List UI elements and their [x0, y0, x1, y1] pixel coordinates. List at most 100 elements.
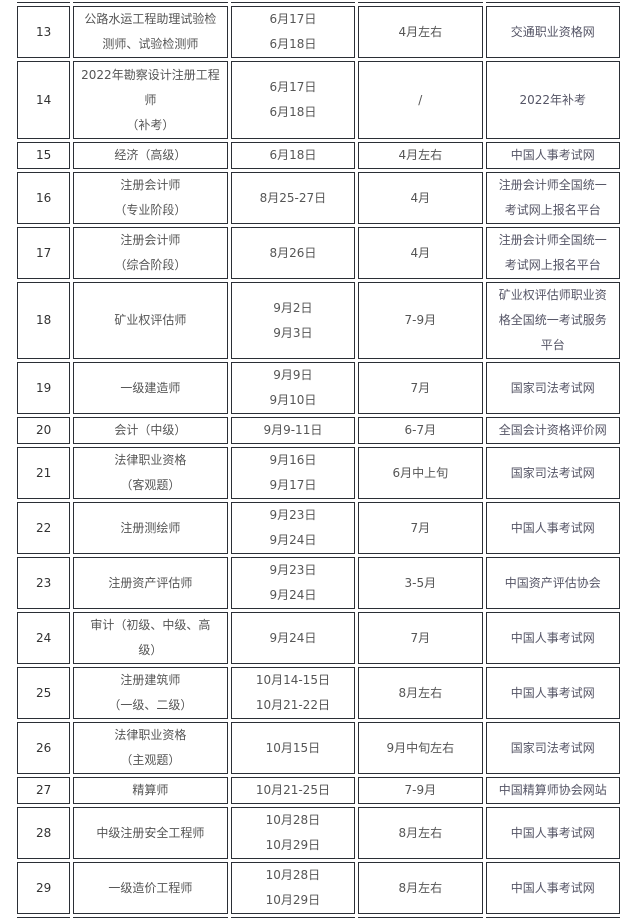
exam-name-line: 级）: [138, 643, 163, 657]
exam-date-cell: 10月21-25日: [230, 777, 356, 804]
signup-website-cell: 中国人事考试网: [485, 807, 620, 859]
signup-website-cell: 全国会计资格评价网: [485, 417, 620, 444]
exam-date-line: 10月21-22日: [255, 698, 330, 712]
exam-date-line: 10月28日: [265, 868, 321, 882]
exam-date-line: 9月10日: [269, 393, 317, 407]
exam-name-line: （综合阶段）: [114, 258, 187, 272]
exam-date-line: 9月23日: [269, 508, 317, 522]
exam-date-cell: 9月24日: [230, 612, 356, 664]
signup-time-cell: /: [358, 61, 483, 139]
table-row: 24 审计（初级、中级、高 级） 9月24日 7月 中国人事考试网: [17, 612, 620, 664]
exam-name-line: 一级建造师: [120, 380, 181, 395]
exam-name-cell: 法律职业资格 （主观题）: [73, 722, 228, 774]
exam-date-cell: 10月15日: [230, 722, 356, 774]
signup-time-cell: 4月: [358, 227, 483, 279]
exam-name-line: （主观题）: [120, 753, 181, 767]
table-row: 16 注册会计师 （专业阶段） 8月25-27日 4月 注册会计师全国统一 考试网上报名平台: [17, 172, 620, 224]
exam-number-cell: 16: [17, 172, 71, 224]
exam-number-cell: 19: [17, 362, 71, 414]
exam-date-cell: 8月26日: [230, 227, 356, 279]
table-row: 19 一级建造师 9月9日 9月10日 7月 国家司法考试网: [17, 362, 620, 414]
exam-date-line: 9月9-11日: [263, 423, 323, 437]
table-row: 26 法律职业资格 （主观题） 10月15日 9月中旬左右 国家司法考试网: [17, 722, 620, 774]
signup-website-cell: 国家司法考试网: [485, 447, 620, 499]
exam-name-cell: 2022年勘察设计注册工程师 （补考）: [73, 61, 228, 139]
exam-date-line: 9月9日: [273, 368, 313, 382]
exam-number-cell: 26: [17, 722, 71, 774]
signup-website-cell: 中国人事考试网: [485, 667, 620, 719]
signup-website-line: 交通职业资格网: [510, 24, 595, 39]
exam-date-line: 6月18日: [269, 37, 317, 51]
signup-time-line: 4月: [410, 190, 431, 205]
signup-website-cell: 中国人事考试网: [485, 612, 620, 664]
exam-name-line: 法律职业资格: [114, 728, 187, 742]
table-row: 22 注册测绘师 9月23日 9月24日 7月 中国人事考试网: [17, 502, 620, 554]
signup-time-cell: 8月左右: [358, 667, 483, 719]
exam-number-cell: 17: [17, 227, 71, 279]
exam-name-line: 注册建筑师: [120, 673, 181, 687]
signup-website-line: 中国人事考试网: [510, 685, 595, 700]
signup-time-line: 4月: [410, 245, 431, 260]
signup-time-line: 9月中旬左右: [386, 740, 455, 755]
exam-name-cell: 审计（初级、中级、高 级）: [73, 612, 228, 664]
exam-name-line: 师: [144, 92, 157, 107]
exam-schedule-table: 13 公路水运工程助理试验检 测师、试验检测师 6月17日 6月18日 4月左右 交通职业资…: [14, 0, 623, 921]
signup-time-cell: 4月左右: [358, 6, 483, 58]
exam-name-line: （客观题）: [120, 478, 181, 492]
signup-website-line: 中国人事考试网: [510, 630, 595, 645]
signup-website-line: 国家司法考试网: [510, 740, 595, 755]
signup-website-cell: 注册会计师全国统一 考试网上报名平台: [485, 227, 620, 279]
signup-website-line: 矿业权评估师职业资: [498, 288, 607, 302]
signup-website-line: 中国资产评估协会: [504, 575, 601, 590]
signup-time-line: 4月左右: [398, 24, 443, 39]
exam-name-line: 注册资产评估师: [108, 575, 193, 590]
signup-website-cell: 国家司法考试网: [485, 722, 620, 774]
exam-date-line: 9月23日: [269, 563, 317, 577]
exam-name-line: 公路水运工程助理试验检: [84, 12, 217, 26]
signup-time-cell: 7-9月: [358, 777, 483, 804]
signup-time-cell: 7月: [358, 502, 483, 554]
exam-date-line: 6月17日: [269, 12, 317, 26]
exam-number-cell: 29: [17, 862, 71, 914]
signup-time-cell: 3-5月: [358, 557, 483, 609]
signup-time-cell: 9月中旬左右: [358, 722, 483, 774]
exam-date-line: 10月29日: [265, 838, 321, 852]
signup-website-line: 注册会计师全国统一: [498, 178, 607, 192]
signup-website-line: 全国会计资格评价网: [498, 423, 607, 437]
exam-name-line: （一级、二级）: [108, 698, 193, 712]
table-body: 13 公路水运工程助理试验检 测师、试验检测师 6月17日 6月18日 4月左右 交通职业资…: [17, 2, 620, 918]
exam-name-cell: 经济（高级）: [73, 142, 228, 169]
signup-time-line: 7月: [410, 380, 431, 395]
signup-time-cell: 8月左右: [358, 807, 483, 859]
exam-number-cell: 27: [17, 777, 71, 804]
exam-name-line: 注册会计师: [120, 233, 181, 247]
exam-name-line: 会计（中级）: [114, 423, 187, 437]
table-row: 18 矿业权评估师 9月2日 9月3日 7-9月 矿业权评估师职业资 格全国统一考试服务 平台: [17, 282, 620, 359]
table-row: 15 经济（高级） 6月18日 4月左右 中国人事考试网: [17, 142, 620, 169]
exam-name-line: 精算师: [132, 783, 169, 797]
table-row: 20 会计（中级） 9月9-11日 6-7月 全国会计资格评价网: [17, 417, 620, 444]
exam-date-cell: 10月28日 10月29日: [230, 807, 356, 859]
signup-website-line: 国家司法考试网: [510, 380, 595, 395]
exam-date-cell: 6月17日 6月18日: [230, 61, 356, 139]
exam-name-cell: 会计（中级）: [73, 417, 228, 444]
table-row: 29 一级造价工程师 10月28日 10月29日 8月左右 中国人事考试网: [17, 862, 620, 914]
signup-website-line: 注册会计师全国统一: [498, 233, 607, 247]
signup-website-cell: 中国人事考试网: [485, 862, 620, 914]
exam-date-cell: 6月18日: [230, 142, 356, 169]
signup-time-cell: 7月: [358, 362, 483, 414]
exam-name-cell: 精算师: [73, 777, 228, 804]
exam-date-cell: 9月9日 9月10日: [230, 362, 356, 414]
exam-date-cell: 9月2日 9月3日: [230, 282, 356, 359]
table-row: 13 公路水运工程助理试验检 测师、试验检测师 6月17日 6月18日 4月左右 交通职业资…: [17, 6, 620, 58]
exam-date-cell: 9月23日 9月24日: [230, 557, 356, 609]
exam-date-line: 9月24日: [269, 588, 317, 602]
exam-name-line: 经济（高级）: [114, 148, 187, 162]
empty-cell: [17, 917, 71, 918]
signup-time-line: 8月左右: [398, 880, 443, 895]
signup-time-cell: 4月: [358, 172, 483, 224]
exam-date-line: 8月25-27日: [259, 190, 327, 205]
exam-date-line: 10月28日: [265, 813, 321, 827]
signup-website-cell: 矿业权评估师职业资 格全国统一考试服务 平台: [485, 282, 620, 359]
exam-date-cell: 10月14-15日 10月21-22日: [230, 667, 356, 719]
